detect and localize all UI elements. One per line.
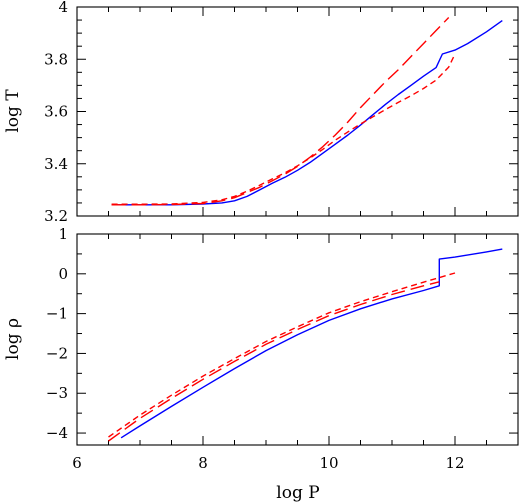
bottom-y-axis-label: log ρ (3, 318, 23, 360)
y-tick-label: −2 (46, 344, 68, 362)
blue-solid-series-line (111, 20, 503, 206)
red-short-dash-series-line (108, 272, 456, 438)
y-tick-label: 3.6 (44, 103, 68, 121)
top-panel-frame (76, 6, 519, 217)
x-tick-label: 6 (72, 454, 82, 472)
y-tick-label: 3.8 (44, 50, 68, 68)
x-tick-label: 10 (319, 454, 338, 472)
red-long-dash-series-line (111, 17, 450, 206)
y-tick-label: −4 (46, 424, 68, 442)
y-tick-label: 3.4 (44, 155, 68, 173)
top-panel-series (111, 17, 503, 206)
x-axis-label: log P (276, 483, 319, 503)
y-tick-label: 4 (58, 0, 68, 16)
top-y-axis-label: log T (3, 89, 23, 133)
y-tick-label: 0 (58, 265, 68, 283)
red-long-dash-series-line (108, 281, 440, 442)
y-tick-label: 1 (58, 225, 68, 243)
x-tick-label: 12 (445, 454, 464, 472)
y-tick-label: 3.2 (44, 207, 68, 225)
x-tick-label: 8 (198, 454, 208, 472)
top-panel-logT: 3.2 3.4 3.6 3.8 4 log T (3, 0, 519, 225)
bottom-panel-logrho: 6 8 10 12 −4 −3 −2 −1 0 1 log ρ log P (3, 225, 519, 503)
y-tick-label: −1 (46, 305, 68, 323)
bottom-panel-ticks: 6 8 10 12 −4 −3 −2 −1 0 1 (46, 225, 518, 472)
blue-solid-series-line (120, 248, 503, 439)
red-short-dash-series-line (111, 53, 456, 205)
y-tick-label: −3 (46, 384, 68, 402)
bottom-panel-series (108, 248, 503, 442)
top-panel-ticks: 3.2 3.4 3.6 3.8 4 (44, 0, 518, 225)
